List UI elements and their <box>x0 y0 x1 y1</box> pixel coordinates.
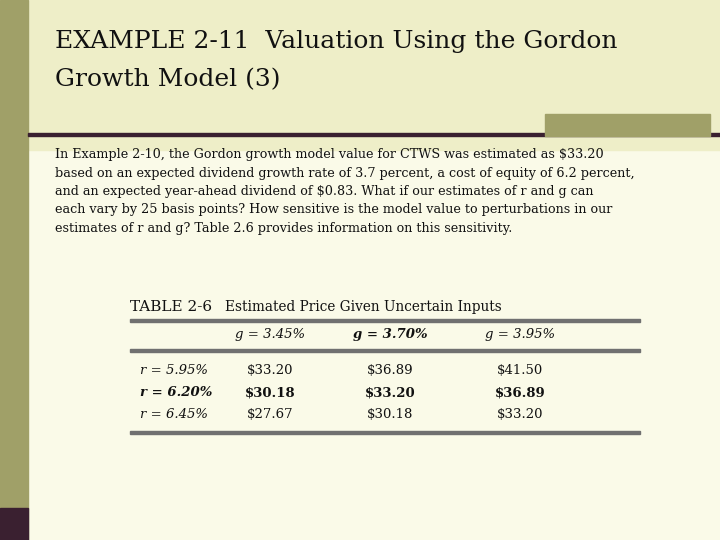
Text: estimates of r and g? Table 2.6 provides information on this sensitivity.: estimates of r and g? Table 2.6 provides… <box>55 222 513 235</box>
Bar <box>130 319 640 322</box>
Bar <box>0 0 720 150</box>
Text: $41.50: $41.50 <box>497 364 543 377</box>
Text: $33.20: $33.20 <box>247 364 293 377</box>
Text: $30.18: $30.18 <box>245 386 295 399</box>
Text: $36.89: $36.89 <box>495 386 545 399</box>
Text: r = 6.45%: r = 6.45% <box>140 408 208 421</box>
Text: EXAMPLE 2-11  Valuation Using the Gordon: EXAMPLE 2-11 Valuation Using the Gordon <box>55 30 618 53</box>
Bar <box>545 114 710 136</box>
Text: TABLE 2-6: TABLE 2-6 <box>130 300 212 314</box>
Text: g = 3.95%: g = 3.95% <box>485 328 555 341</box>
Text: $33.20: $33.20 <box>365 386 415 399</box>
Text: each vary by 25 basis points? How sensitive is the model value to perturbations : each vary by 25 basis points? How sensit… <box>55 204 613 217</box>
Text: $27.67: $27.67 <box>247 408 293 421</box>
Text: r = 6.20%: r = 6.20% <box>140 386 212 399</box>
Text: $30.18: $30.18 <box>366 408 413 421</box>
Text: $36.89: $36.89 <box>366 364 413 377</box>
Text: Estimated Price Given Uncertain Inputs: Estimated Price Given Uncertain Inputs <box>225 300 502 314</box>
Text: and an expected year-ahead dividend of $0.83. What if our estimates of r and g c: and an expected year-ahead dividend of $… <box>55 185 593 198</box>
Bar <box>0 150 720 540</box>
Text: In Example 2-10, the Gordon growth model value for CTWS was estimated as $33.20: In Example 2-10, the Gordon growth model… <box>55 148 603 161</box>
Text: $33.20: $33.20 <box>497 408 544 421</box>
Text: g = 3.45%: g = 3.45% <box>235 328 305 341</box>
Bar <box>130 430 640 434</box>
Text: based on an expected dividend growth rate of 3.7 percent, a cost of equity of 6.: based on an expected dividend growth rat… <box>55 166 634 179</box>
Bar <box>0 508 28 540</box>
Bar <box>130 349 640 352</box>
Text: Growth Model (3): Growth Model (3) <box>55 68 281 91</box>
Bar <box>0 0 28 540</box>
Bar <box>28 133 720 136</box>
Text: r = 5.95%: r = 5.95% <box>140 364 208 377</box>
Text: g = 3.70%: g = 3.70% <box>353 328 427 341</box>
